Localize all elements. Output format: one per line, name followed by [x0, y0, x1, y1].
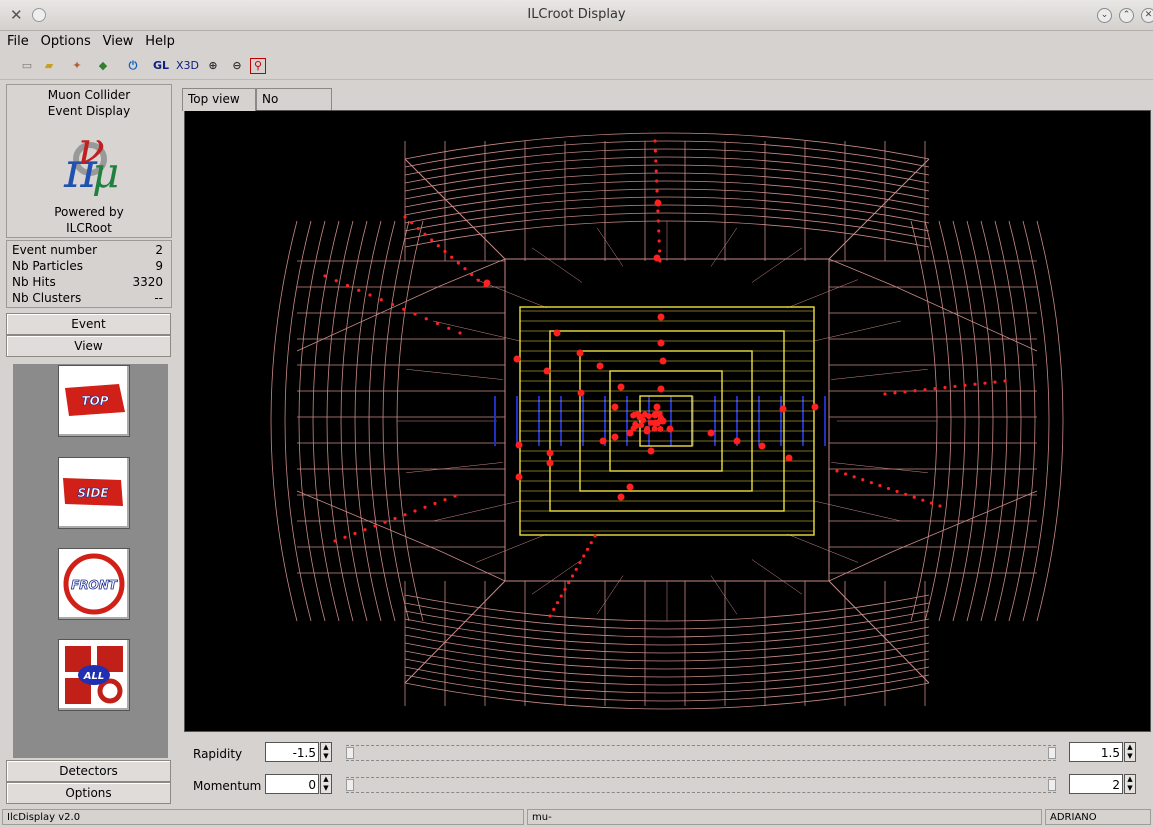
menu-view[interactable]: View — [102, 34, 134, 49]
info-row-nb-particles: Nb Particles 9 — [12, 259, 163, 273]
menu-options[interactable]: Options — [40, 34, 91, 49]
status-user: ADRIANO — [1045, 809, 1151, 825]
front-view-button[interactable]: FRONT — [58, 548, 130, 620]
svg-text:FRONT: FRONT — [71, 578, 118, 592]
window-titlebar: ✕ ILCroot Display ⌄ ⌃ ✕ — [0, 0, 1153, 31]
zoom-in-icon[interactable]: ⊕ — [208, 59, 218, 72]
zoom-reset-icon[interactable]: ⚲ — [250, 58, 266, 74]
svg-text:SIDE: SIDE — [77, 486, 109, 500]
side-view-icon: SIDE — [63, 478, 123, 506]
top-view-icon: TOP — [65, 384, 125, 416]
all-view-icon: ALL — [65, 646, 123, 704]
status-particle: mu- — [527, 809, 1042, 825]
momentum-slider-max-handle[interactable] — [1048, 779, 1056, 791]
window-title: ILCroot Display — [527, 7, 626, 22]
open-file-icon[interactable]: ▭ — [21, 59, 33, 72]
rapidity-range-slider[interactable] — [346, 745, 1056, 761]
detectors-button[interactable]: Detectors — [6, 760, 171, 782]
open-folder-icon[interactable]: ▰ — [44, 59, 54, 72]
minimize-icon[interactable]: ⌄ — [1097, 8, 1112, 23]
rapidity-label: Rapidity — [193, 747, 243, 761]
svg-text:π: π — [63, 141, 98, 199]
info-row-event-number: Event number 2 — [12, 243, 163, 257]
x3d-button[interactable]: X3D — [176, 59, 200, 72]
side-view-button[interactable]: SIDE — [58, 457, 130, 529]
momentum-range-slider[interactable] — [346, 777, 1056, 793]
logo-title-2: Event Display — [47, 104, 131, 118]
powered-by: Powered by — [54, 205, 124, 219]
gl-button[interactable]: GL — [152, 59, 170, 72]
momentum-slider-min-handle[interactable] — [346, 779, 354, 791]
top-view-button[interactable]: TOP — [58, 365, 130, 437]
view-button[interactable]: View — [6, 335, 171, 357]
status-bar: IlcDisplay v2.0 mu- ADRIANO — [0, 808, 1153, 827]
info-row-nb-hits: Nb Hits 3320 — [12, 275, 163, 289]
momentum-max-input[interactable]: 2 — [1069, 774, 1123, 794]
options-button[interactable]: Options — [6, 782, 171, 804]
menu-file[interactable]: File — [7, 34, 29, 49]
ilcroot-label: ILCRoot — [66, 221, 112, 235]
close-icon[interactable]: ✕ — [1141, 8, 1153, 23]
event-button[interactable]: Event — [6, 313, 171, 335]
svg-text:ALL: ALL — [83, 671, 104, 682]
detector-3d-viewport[interactable] — [184, 110, 1151, 732]
menu-bar: File Options View Help — [0, 31, 1153, 53]
rapidity-max-spinner[interactable]: ▲ ▼ — [1124, 742, 1136, 762]
layers-icon[interactable]: ◆ — [98, 59, 108, 72]
zoom-out-icon[interactable]: ⊖ — [232, 59, 242, 72]
toolbar: ▭ ▰ ✦ ◆ ⏻ GL X3D ⊕ ⊖ ⚲ — [0, 53, 1153, 80]
ilcroot-logo-icon: π ν μ — [63, 123, 119, 199]
rapidity-max-input[interactable]: 1.5 — [1069, 742, 1123, 762]
svg-text:μ: μ — [92, 148, 119, 197]
front-view-icon: FRONT — [63, 553, 125, 615]
momentum-min-input[interactable]: 0 — [265, 774, 319, 794]
rapidity-min-spinner[interactable]: ▲ ▼ — [320, 742, 332, 762]
status-version: IlcDisplay v2.0 — [2, 809, 524, 825]
rapidity-slider-max-handle[interactable] — [1048, 747, 1056, 759]
momentum-min-spinner[interactable]: ▲ ▼ — [320, 774, 332, 794]
event-info-box: Event number 2 Nb Particles 9 Nb Hits 3320 … — [6, 240, 172, 308]
all-view-button[interactable]: ALL — [58, 639, 130, 711]
momentum-control: Momentum 0 ▲ ▼ 2 ▲ ▼ — [184, 773, 1149, 801]
logo-title-1: Muon Collider — [47, 88, 131, 102]
logo-box: Muon Collider Event Display π ν μ Powere… — [6, 84, 172, 238]
detector-wireframe-display — [270, 132, 1064, 710]
menu-help[interactable]: Help — [145, 34, 175, 49]
wizard-icon[interactable]: ✦ — [72, 59, 82, 72]
rapidity-slider-min-handle[interactable] — [346, 747, 354, 759]
view-buttons-panel: TOP SIDE FRONT ALL — [13, 364, 168, 758]
app-close-x-icon[interactable]: ✕ — [10, 6, 23, 24]
tab-top-view[interactable]: Top view — [182, 88, 256, 111]
power-icon[interactable]: ⏻ — [128, 59, 138, 72]
window-menu-icon[interactable] — [32, 8, 46, 22]
rapidity-min-input[interactable]: -1.5 — [265, 742, 319, 762]
svg-text:ν: ν — [78, 123, 105, 174]
tab-no-detector[interactable]: No detector — [256, 88, 332, 126]
momentum-label: Momentum — [193, 779, 262, 793]
svg-text:TOP: TOP — [81, 394, 108, 408]
momentum-max-spinner[interactable]: ▲ ▼ — [1124, 774, 1136, 794]
rapidity-control: Rapidity -1.5 ▲ ▼ 1.5 ▲ ▼ — [184, 741, 1149, 769]
maximize-icon[interactable]: ⌃ — [1119, 8, 1134, 23]
info-row-nb-clusters: Nb Clusters -- — [12, 291, 163, 305]
